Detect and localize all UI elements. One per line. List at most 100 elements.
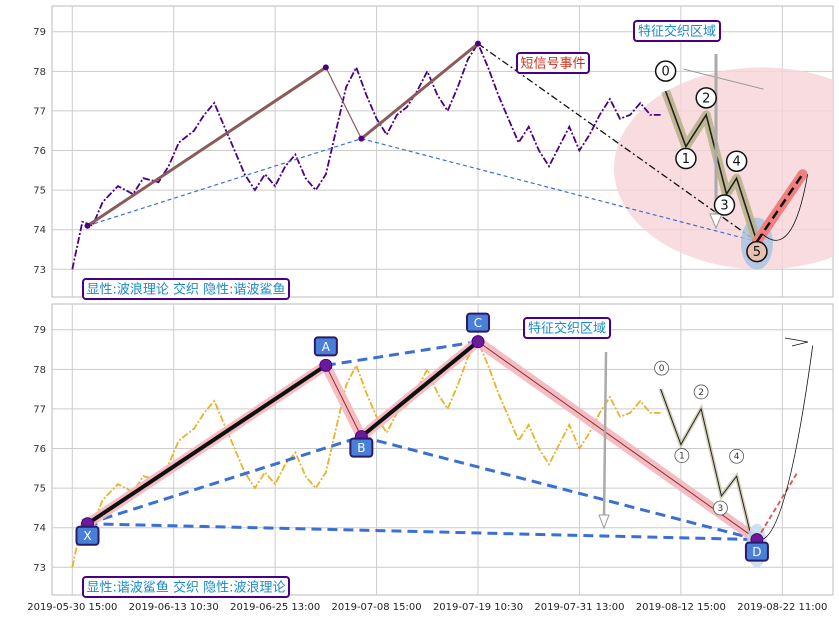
wave-label-circle xyxy=(693,384,709,400)
y-tick-label: 78 xyxy=(33,67,46,78)
panel-caption-box xyxy=(82,278,290,300)
wave-label: 2 xyxy=(702,91,710,106)
harmonic-label-box xyxy=(313,336,338,357)
y-tick-label: 74 xyxy=(33,523,46,534)
wave-label: 0 xyxy=(659,364,665,374)
wave-label: 0 xyxy=(662,65,670,80)
price-series-line xyxy=(71,339,661,568)
wave-label-circle xyxy=(654,60,677,82)
y-tick-label: 77 xyxy=(33,404,46,415)
harmonic-label: A xyxy=(322,340,331,354)
wave-label-circle xyxy=(675,147,697,170)
harmonic-point xyxy=(319,358,333,372)
x-tick-label: 2019-07-19 10:30 xyxy=(433,602,523,613)
y-tick-label: 76 xyxy=(33,444,46,455)
wave-label-circle xyxy=(674,448,690,463)
wave-label: 1 xyxy=(682,152,690,167)
harmonic-leg xyxy=(86,66,327,227)
wave-label-circle xyxy=(654,360,669,376)
x-tick-label: 2019-08-22 11:00 xyxy=(737,602,827,613)
wave-label: 3 xyxy=(720,199,728,214)
forecast-band xyxy=(751,169,808,247)
y-tick-label: 75 xyxy=(33,186,46,197)
wave-label: 5 xyxy=(753,245,761,260)
harmonic-point xyxy=(471,335,485,349)
x-tick-label: 2019-06-25 13:00 xyxy=(230,602,320,613)
zone-arrow xyxy=(602,351,608,521)
x-tick-label: 2019-07-31 13:00 xyxy=(534,602,624,613)
x-tick-label: 2019-05-30 15:00 xyxy=(27,602,117,613)
forecast-line xyxy=(756,471,799,541)
harmonic-dashed-line xyxy=(360,435,758,542)
harmonic-leg xyxy=(325,67,362,139)
y-tick-label: 77 xyxy=(33,106,46,117)
wave-label-circle xyxy=(695,87,717,109)
wave-line xyxy=(660,388,753,540)
harmonic-label: D xyxy=(752,545,761,559)
harmonic-leg xyxy=(325,365,362,437)
wave-label-circle xyxy=(713,194,736,216)
y-tick-label: 75 xyxy=(33,484,46,495)
harmonic-cd-line xyxy=(477,43,758,243)
harmonic-label: B xyxy=(357,441,365,455)
x-tick-label: 2019-08-12 15:00 xyxy=(636,602,726,613)
forecast-arc-head xyxy=(784,337,809,347)
wave-label-circle xyxy=(713,500,728,516)
harmonic-label: C xyxy=(474,316,482,330)
x-axis: 2019-05-30 15:00 2019-06-13 10:30 2019-06-… xyxy=(27,602,827,613)
harmonic-label-box xyxy=(349,437,374,458)
feature-zone-label: 特征交织区域 xyxy=(638,24,716,40)
wave-label: 4 xyxy=(733,155,741,170)
harmonic-point xyxy=(322,64,329,71)
harmonic-bd-line xyxy=(361,138,758,243)
panel-caption: 显性:波浪理论 交织 隐性:谐波鲨鱼 xyxy=(86,282,285,298)
plot-area: 0 1 2 3 4 5 xyxy=(71,40,833,270)
y-tick-label: 73 xyxy=(33,265,46,276)
harmonic-dashed-line xyxy=(325,340,479,367)
wave-label-circle xyxy=(729,448,745,464)
harmonic-leg xyxy=(86,363,327,526)
harmonic-point xyxy=(84,222,91,229)
harmonic-leg xyxy=(360,340,480,439)
signal-event-label-box xyxy=(516,52,590,74)
signal-arrow xyxy=(683,68,764,90)
wave-label-circle xyxy=(746,240,768,263)
harmonic-label-box xyxy=(75,525,100,546)
harmonic-xb-line xyxy=(87,138,362,227)
y-tick-label: 79 xyxy=(33,27,46,38)
wave-label: 4 xyxy=(734,452,740,462)
harmonic-point xyxy=(358,135,365,142)
x-tick-label: 2019-07-08 15:00 xyxy=(332,602,422,613)
price-series-line xyxy=(71,41,661,270)
y-tick-label: 73 xyxy=(33,563,46,574)
wave-label: 1 xyxy=(679,452,685,462)
y-tick-label: 76 xyxy=(33,146,46,157)
zone-arrow-head xyxy=(709,213,723,230)
y-tick-label: 78 xyxy=(33,365,46,376)
y-tick-label: 74 xyxy=(33,225,46,236)
harmonic-label-box xyxy=(744,541,769,562)
feature-zone-label-box xyxy=(633,20,721,42)
forecast-arc xyxy=(761,345,814,540)
harmonic-leg xyxy=(360,42,479,140)
harmonic-leg xyxy=(477,341,758,540)
feature-zone-label: 特征交织区域 xyxy=(528,321,606,337)
zone-arrow-head xyxy=(598,514,610,530)
panel-caption-box xyxy=(82,576,290,598)
y-tick-label: 79 xyxy=(33,325,46,336)
harmonic-label-box xyxy=(466,312,490,333)
wave-label: 3 xyxy=(718,504,724,514)
wave-label: 2 xyxy=(698,388,704,398)
panel-caption: 显性:谐波鲨鱼 交织 隐性:波浪理论 xyxy=(86,580,285,596)
x-tick-label: 2019-06-13 10:30 xyxy=(129,602,219,613)
plot-frame xyxy=(51,303,834,596)
feature-zone-label-box xyxy=(523,317,611,339)
harmonic-label: X xyxy=(83,529,91,543)
forecast-arc xyxy=(761,174,809,241)
wave-label-circle xyxy=(725,150,748,172)
signal-event-label: 短信号事件 xyxy=(520,57,585,72)
